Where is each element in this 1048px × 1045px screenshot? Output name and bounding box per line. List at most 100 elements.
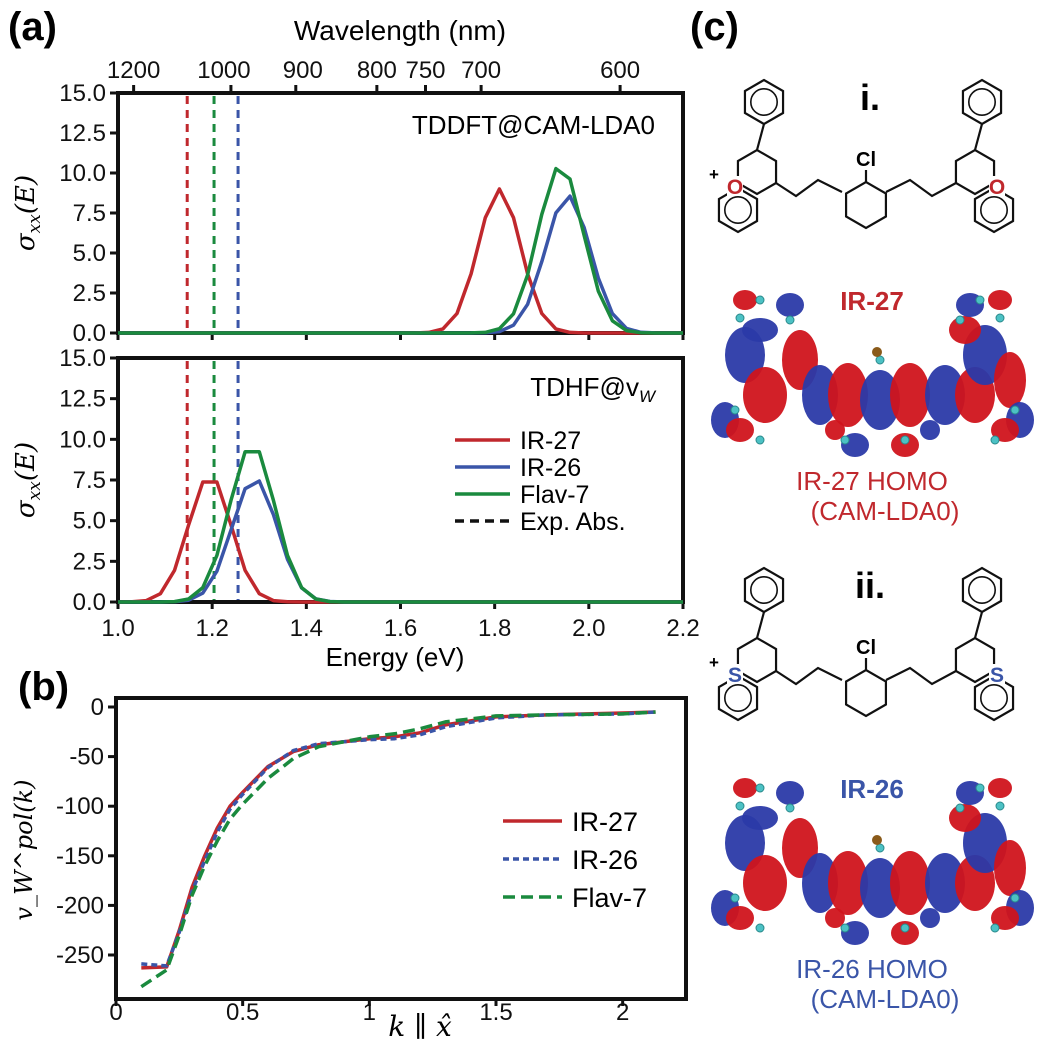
legend-label: IR-26 — [520, 454, 581, 482]
ring — [954, 148, 996, 196]
method-label: (CAM-LDA0) — [811, 984, 960, 1014]
structure-ir-27: Cl O + Oi. — [709, 77, 1015, 234]
panel-label-b: (b) — [18, 665, 69, 709]
orbital-lobe — [890, 363, 930, 427]
ring — [954, 636, 996, 684]
series-flav-7 — [118, 449, 683, 604]
panel-label-c: (c) — [690, 5, 739, 49]
atom — [755, 295, 765, 305]
tdhf-y-axis-title: σxx(E) — [11, 442, 45, 518]
x-tick-label: 1.2 — [195, 615, 228, 642]
orbital-lobe — [949, 316, 981, 344]
structure-label: i. — [860, 77, 880, 118]
polymethine-chain-right — [885, 666, 957, 686]
orbital-lobe — [828, 851, 868, 915]
ring — [736, 636, 778, 684]
legend-potential: IR-27 IR-26 Flav-7 — [503, 807, 647, 913]
x-tick-label: 1.0 — [101, 615, 134, 642]
aromatic-circle — [979, 684, 1008, 713]
atom — [990, 435, 1000, 445]
potential-panel: 0 -50 -100 -150 -200 -250 0 0.5 1 1.5 2 — [56, 694, 688, 1026]
orbital-lobe — [825, 908, 845, 928]
y-tick-label: 5.0 — [73, 240, 106, 267]
aromatic-circle — [749, 88, 778, 117]
orbital-lobe — [920, 420, 940, 440]
y-tick-label: 2.5 — [73, 280, 106, 307]
orbital-lobe — [860, 858, 900, 918]
x-tick-label: 1 — [363, 999, 376, 1026]
orbital-lobe — [725, 815, 765, 871]
ring — [717, 674, 759, 722]
atom — [735, 801, 745, 811]
legend-label: Flav-7 — [520, 481, 589, 509]
series-flav-7 — [118, 166, 683, 335]
y-tick-label: 0.0 — [73, 589, 106, 616]
ring — [973, 186, 1015, 234]
orbital-lobe — [925, 365, 965, 425]
aromatic-circle — [967, 576, 996, 605]
series-ir-26 — [118, 194, 683, 335]
atom — [755, 435, 765, 445]
spectrum-panel-tddft: 0.0 2.5 5.0 7.5 10.0 12.5 15.0 — [59, 80, 685, 347]
series-ir-27 — [118, 187, 683, 335]
x-tick-label: 1.5 — [479, 999, 512, 1026]
aromatic-circle — [967, 88, 996, 117]
tdhf-annotation: TDHF@vW — [530, 372, 657, 406]
chlorine-atom — [872, 347, 882, 357]
heteroatom-right: O — [989, 176, 1005, 199]
polymethine-chain-left — [775, 666, 843, 686]
orbital-lobe — [890, 851, 930, 915]
bond — [755, 123, 766, 151]
charge-label: + — [709, 165, 719, 184]
energy-axis-title: Energy (eV) — [326, 642, 465, 672]
atom — [785, 803, 795, 813]
ring — [736, 148, 778, 196]
orbital-lobe — [949, 804, 981, 832]
orbital-label: IR-27 HOMO — [796, 466, 948, 496]
atom — [840, 923, 850, 933]
wavelength-ticks: 1200 1000 900 800 750 700 600 — [107, 57, 640, 93]
atom — [875, 843, 885, 853]
y-tick-label: 12.5 — [59, 386, 106, 413]
atom — [735, 313, 745, 323]
legend-label: Exp. Abs. — [520, 508, 626, 536]
wavelength-axis-title: Wavelength (nm) — [294, 15, 506, 46]
y-tick-label: 7.5 — [73, 467, 106, 494]
atom — [900, 923, 910, 933]
bond — [973, 611, 984, 639]
aromatic-circle — [979, 196, 1008, 225]
orbital-lobe — [726, 906, 754, 930]
y-tick-label: -200 — [56, 892, 104, 919]
structure-ir-26: Cl S + Sii. — [709, 565, 1015, 722]
chlorine-atom — [872, 835, 882, 845]
atom — [975, 783, 985, 793]
y-tick-label: 5.0 — [73, 508, 106, 535]
orbital-ir-26: IR-26 IR-26 HOMO(CAM-LDA0) — [711, 774, 1034, 1014]
k-axis-title: k ∥ x̂ — [388, 1010, 452, 1040]
wavelength-tick-label: 600 — [600, 57, 640, 84]
wavelength-tick-label: 700 — [461, 57, 501, 84]
x-tick-label: 1.4 — [290, 615, 323, 642]
heteroatom-left: O — [727, 176, 743, 199]
spectrum-panel-tdhf: 0.0 2.5 5.0 7.5 10.0 12.5 15.0 1.0 1.2 1.4 1.6 1.8 2… — [59, 345, 699, 642]
wavelength-tick-label: 900 — [283, 57, 323, 84]
tddft-y-axis-title: σxx(E) — [11, 175, 45, 251]
y-tick-label: 0 — [91, 694, 104, 721]
tdhf-annotation-main: TDHF@v — [530, 372, 639, 402]
substituent-label: Cl — [856, 149, 876, 171]
orbital-lobe — [988, 290, 1012, 310]
x-tick-label: 2.0 — [572, 615, 605, 642]
heteroatom-right: S — [990, 664, 1004, 687]
structure-label: ii. — [855, 565, 885, 606]
atom — [975, 295, 985, 305]
orbital-lobe — [860, 370, 900, 430]
series-flav-7 — [140, 710, 656, 989]
heteroatom-left: S — [728, 664, 742, 687]
aromatic-circle — [749, 576, 778, 605]
orbital-lobe — [891, 433, 919, 457]
potential-y-axis-title: v_W^pol(k) — [10, 779, 38, 920]
y-tick-label: 0.0 — [73, 320, 106, 347]
orbital-lobe — [891, 921, 919, 945]
